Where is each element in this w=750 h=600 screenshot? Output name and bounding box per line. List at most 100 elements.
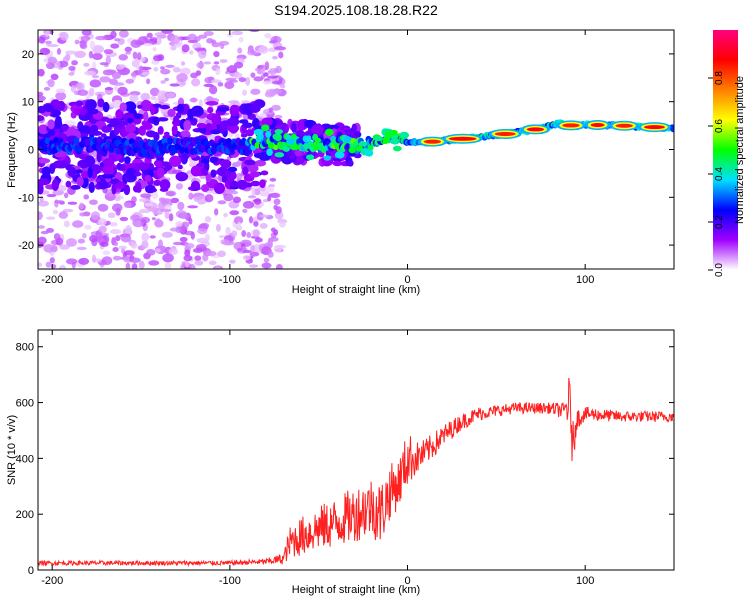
spectrogram-band-blob bbox=[137, 104, 143, 109]
spectrogram-noise-blob bbox=[194, 255, 202, 262]
spectrogram-noise-blob bbox=[271, 104, 281, 111]
spectrogram-band-blob bbox=[140, 100, 153, 112]
spectrogram-band-blob bbox=[81, 132, 89, 138]
spectrogram-noise-blob bbox=[131, 263, 138, 269]
spectrogram-noise-blob bbox=[132, 51, 138, 60]
spectrogram-band-blob bbox=[51, 179, 60, 191]
snr-x-axis-label: Height of straight line (km) bbox=[292, 584, 420, 596]
spectrogram-noise-blob bbox=[136, 52, 142, 61]
spectrogram-noise-blob bbox=[213, 50, 220, 58]
spectrogram-noise-blob bbox=[102, 250, 111, 256]
spectrogram-noise-blob bbox=[223, 212, 228, 218]
spectrogram-noise-blob bbox=[74, 50, 86, 59]
spectrogram-noise-blob bbox=[253, 76, 264, 82]
colorbar-tick-label: 0.0 bbox=[714, 263, 725, 277]
spectrogram-mid-blob bbox=[365, 149, 374, 157]
spectrogram-band-blob bbox=[205, 173, 212, 183]
spectrogram-ridge-blob bbox=[670, 126, 674, 133]
colorbar-label: Normalized spectral amplitude bbox=[734, 76, 746, 224]
spectrogram-y-ticks: -20 -10 0 10 20 bbox=[18, 49, 674, 252]
spectrogram-ridge-blob bbox=[73, 137, 80, 145]
spectrogram-noise-blob bbox=[274, 46, 287, 51]
spectrogram-noise-blob bbox=[252, 229, 260, 237]
spectrogram-noise-blob bbox=[247, 195, 257, 199]
spectrogram-noise-blob bbox=[138, 198, 150, 202]
spectrogram-noise-blob bbox=[278, 51, 284, 59]
spectrogram-band-blob bbox=[246, 164, 259, 173]
spectrogram-band-blob bbox=[190, 165, 202, 177]
spectrogram-noise-blob bbox=[175, 221, 183, 227]
spectrogram-noise-blob bbox=[38, 236, 47, 245]
spectrogram-noise-blob bbox=[65, 50, 77, 55]
spectrogram-band-blob bbox=[85, 99, 97, 111]
spectrogram-band-blob bbox=[116, 181, 126, 187]
spectrogram-noise-blob bbox=[79, 202, 85, 210]
spectrogram-noise-blob bbox=[107, 212, 116, 219]
spectrogram-band-blob bbox=[84, 155, 96, 168]
spectrogram-band-blob bbox=[201, 184, 210, 193]
spectrogram-band-blob bbox=[196, 123, 207, 129]
spectrogram-band-blob bbox=[157, 117, 169, 122]
spectrogram-noise-blob bbox=[176, 73, 188, 83]
spectrogram-noise-blob bbox=[188, 217, 193, 225]
spectrogram-noise-blob bbox=[237, 47, 243, 54]
spectrogram-noise-blob bbox=[116, 64, 125, 70]
spectrogram-noise-blob bbox=[38, 225, 45, 229]
spectrogram-noise-blob bbox=[179, 81, 186, 86]
spectrogram-noise-blob bbox=[63, 192, 69, 199]
spectrogram-hotspot-core bbox=[423, 139, 442, 144]
spectrogram-band-blob bbox=[347, 160, 354, 167]
spectrogram-band-blob bbox=[261, 117, 273, 126]
spectrogram-noise-blob bbox=[146, 32, 153, 38]
snr-y-axis-label: SNR (10 * v/v) bbox=[6, 415, 18, 485]
spectrogram-noise-blob bbox=[215, 67, 221, 76]
spectrogram-noise-blob bbox=[218, 234, 225, 239]
spectrogram-band-blob bbox=[298, 129, 305, 137]
spectrogram-noise-blob bbox=[99, 62, 109, 66]
spectrogram-band-blob bbox=[222, 120, 228, 132]
spectrogram-noise-blob bbox=[184, 260, 190, 268]
spectrogram-noise-blob bbox=[68, 65, 76, 71]
spectrogram-noise-blob bbox=[45, 40, 53, 45]
spectrogram-noise-blob bbox=[55, 91, 67, 101]
spectrogram-band-blob bbox=[211, 113, 222, 125]
spectrogram-band-blob bbox=[126, 132, 137, 141]
spectrogram-noise-blob bbox=[268, 67, 277, 76]
spectrogram-band-blob bbox=[153, 179, 162, 186]
spectrogram-noise-blob bbox=[198, 34, 208, 39]
spectrogram-noise-blob bbox=[143, 43, 153, 47]
snr-x-ticks: -200 -100 0 100 bbox=[41, 330, 594, 587]
spectrogram-noise-blob bbox=[267, 195, 272, 202]
spectrogram-band-blob bbox=[102, 164, 115, 176]
spectrogram-band-blob bbox=[229, 104, 239, 117]
spectrogram-noise-blob bbox=[184, 249, 191, 257]
spectrogram-noise-blob bbox=[97, 218, 107, 226]
spectrogram-band-blob bbox=[123, 101, 137, 112]
spectrogram-noise-blob bbox=[119, 216, 129, 222]
snr-y-tick-label: 600 bbox=[16, 398, 34, 410]
spectrogram-noise-blob bbox=[272, 55, 278, 60]
spectrogram-x-tick-label: -200 bbox=[41, 274, 63, 286]
spectrogram-x-tick-label: 0 bbox=[404, 274, 410, 286]
spectrogram-noise-blob bbox=[115, 235, 121, 242]
spectrogram-noise-blob bbox=[238, 77, 247, 83]
spectrogram-noise-blob bbox=[199, 222, 210, 229]
spectrogram-noise-blob bbox=[169, 83, 180, 87]
spectrogram-noise-blob bbox=[146, 78, 151, 85]
spectrogram-noise-blob bbox=[60, 31, 69, 41]
spectrogram-noise-blob bbox=[58, 211, 69, 219]
spectrogram-noise-blob bbox=[92, 52, 103, 61]
spectrogram-mid-blob bbox=[274, 129, 284, 135]
spectrogram-noise-blob bbox=[189, 50, 194, 55]
spectrogram-noise-blob bbox=[245, 76, 251, 86]
spectrogram-noise-blob bbox=[39, 196, 44, 203]
spectrogram-band-blob bbox=[111, 183, 117, 195]
spectrogram-noise-blob bbox=[165, 64, 175, 68]
spectrogram-noise-blob bbox=[179, 67, 191, 75]
spectrogram-mid-blob bbox=[282, 145, 290, 152]
spectrogram-noise-blob bbox=[160, 68, 171, 75]
spectrogram-noise-blob bbox=[279, 221, 286, 228]
spectrogram-noise-blob bbox=[49, 257, 55, 264]
spectrogram-noise-blob bbox=[215, 266, 221, 269]
spectrogram-noise-blob bbox=[155, 248, 161, 253]
